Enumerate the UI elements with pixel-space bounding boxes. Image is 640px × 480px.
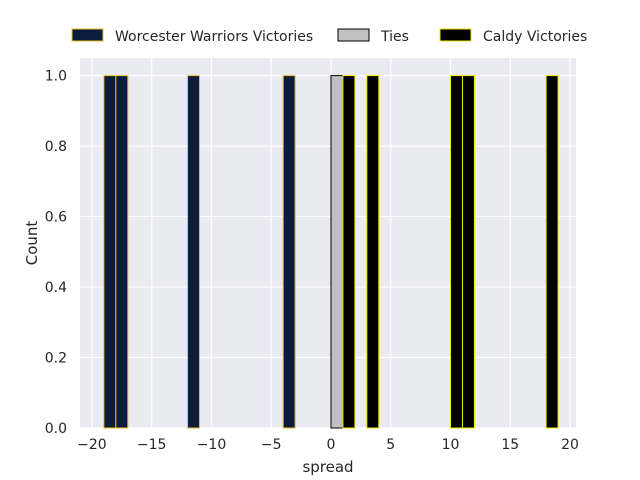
y-axis-ticks: 0.0 0.2 0.4 0.6 0.8 1.0 <box>45 69 67 437</box>
bar-caldy-victories-2 <box>450 75 463 429</box>
x-tick-label: −15 <box>137 437 167 453</box>
y-tick-label: 0.4 <box>45 280 67 296</box>
x-axis-ticks: −20 −15 −10 −5 0 5 10 15 20 <box>77 437 579 453</box>
y-tick-label: 1.0 <box>45 69 67 85</box>
legend-label: Worcester Warriors Victories <box>115 29 313 45</box>
legend-swatch <box>439 28 472 42</box>
legend: Worcester Warriors Victories Ties Caldy Vi… <box>71 28 587 45</box>
bar-worcester-warriors-victories-2 <box>187 75 201 429</box>
y-tick-label: 0.6 <box>45 210 67 226</box>
bar-ties-0 <box>330 75 344 429</box>
bar-worcester-warriors-victories-1 <box>115 75 129 429</box>
x-tick-label: −5 <box>261 437 282 453</box>
y-tick-label: 0.0 <box>45 421 67 437</box>
x-tick-label: 20 <box>561 437 579 453</box>
bar-worcester-warriors-victories-0 <box>103 75 117 429</box>
bar-caldy-victories-4 <box>545 75 559 429</box>
x-tick-label: −20 <box>77 437 107 453</box>
x-tick-label: 5 <box>386 437 395 453</box>
legend-label: Caldy Victories <box>483 29 587 45</box>
y-tick-label: 0.2 <box>45 351 67 367</box>
plot-area <box>80 58 576 428</box>
x-tick-label: −10 <box>197 437 227 453</box>
y-tick-label: 0.8 <box>45 139 67 155</box>
x-tick-label: 0 <box>327 437 336 453</box>
bar-caldy-victories-3 <box>461 75 475 429</box>
legend-swatch <box>71 28 104 42</box>
legend-label: Ties <box>380 29 409 45</box>
bar-worcester-warriors-victories-3 <box>282 75 296 429</box>
legend-swatch <box>337 28 370 42</box>
bars <box>103 75 559 429</box>
x-tick-label: 10 <box>442 437 460 453</box>
bar-caldy-victories-1 <box>366 75 380 429</box>
x-tick-label: 15 <box>501 437 519 453</box>
bar-caldy-victories-0 <box>342 75 356 429</box>
x-axis-label: spread <box>302 458 353 476</box>
y-axis-label: Count <box>23 221 41 266</box>
